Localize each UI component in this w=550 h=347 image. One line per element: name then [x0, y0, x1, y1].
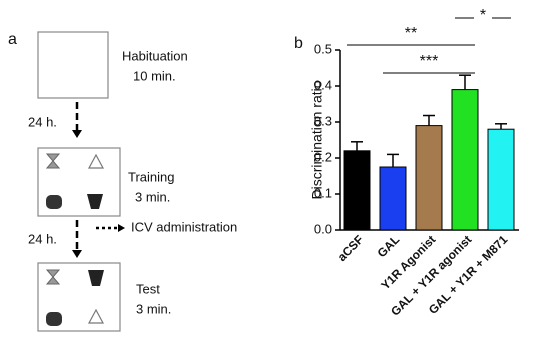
stage-duration: 10 min. — [133, 68, 176, 83]
object-cup — [88, 270, 104, 286]
panel-label: a — [8, 31, 17, 48]
bar — [451, 89, 479, 231]
stage-duration: 3 min. — [135, 189, 170, 204]
significance-label: ** — [405, 25, 417, 42]
y-tick-label: 0.2 — [314, 149, 332, 164]
y-tick-label: 0.0 — [314, 221, 332, 236]
x-tick-label: GAL — [375, 232, 403, 260]
stage-duration: 3 min. — [136, 301, 171, 316]
y-tick-label: 0.1 — [314, 185, 332, 200]
bar — [487, 128, 515, 231]
significance-label: * — [480, 7, 486, 24]
x-tick-label: aCSF — [335, 232, 367, 264]
y-axis-label: Discrimination ratio — [309, 80, 325, 199]
panel-label: b — [294, 35, 303, 52]
significance-label: *** — [420, 53, 439, 70]
interval: 24 h. — [28, 114, 57, 129]
bar — [343, 150, 371, 231]
y-tick-label: 0.3 — [314, 113, 332, 128]
y-tick-label: 0.4 — [314, 77, 332, 92]
step-label: ICV administration — [131, 219, 237, 234]
object-cylinder — [46, 312, 62, 326]
y-tick-label: 0.5 — [314, 41, 332, 56]
object-hourglass — [45, 269, 61, 285]
arrow-head — [72, 130, 82, 138]
arena — [37, 31, 109, 99]
arrow-head — [118, 224, 125, 232]
object-triangle — [87, 153, 105, 169]
object-triangle — [87, 308, 105, 324]
stage-title: Training — [128, 169, 174, 184]
stage-title: Habituation — [122, 48, 188, 63]
object-cylinder — [46, 195, 62, 209]
arrow-head — [72, 250, 82, 258]
interval: 24 h. — [28, 231, 57, 246]
stage-title: Test — [136, 281, 160, 296]
object-cup — [87, 194, 103, 209]
bar — [415, 125, 443, 231]
bar — [379, 166, 407, 231]
object-hourglass — [45, 153, 61, 169]
